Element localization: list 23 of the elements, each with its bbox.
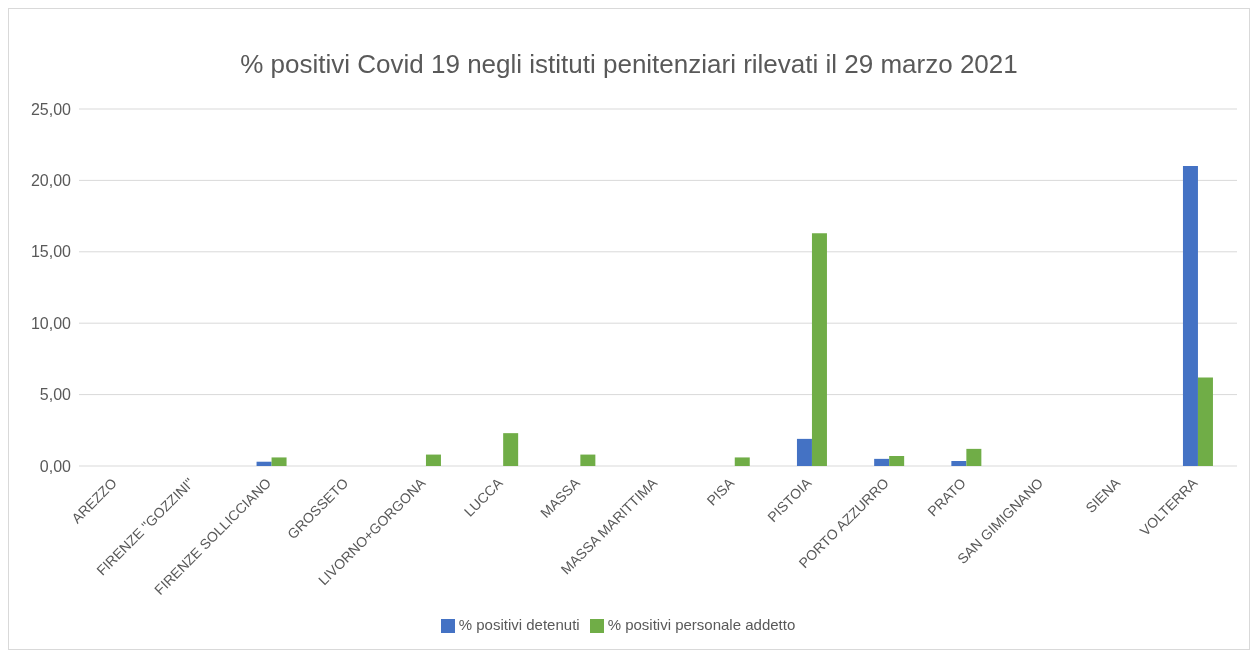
bar bbox=[811, 233, 827, 466]
bar bbox=[580, 454, 596, 466]
y-tick-label: 20,00 bbox=[30, 172, 72, 190]
legend-label: % positivi detenuti bbox=[458, 616, 580, 633]
bar bbox=[1182, 166, 1198, 466]
bar bbox=[503, 433, 519, 466]
bar bbox=[425, 454, 441, 466]
y-tick-label: 25,00 bbox=[30, 100, 72, 118]
legend-label: % positivi personale addetto bbox=[607, 616, 796, 633]
bar bbox=[1197, 377, 1213, 466]
y-tick-label: 5,00 bbox=[39, 386, 72, 404]
bar bbox=[271, 457, 287, 466]
bar bbox=[889, 456, 905, 466]
bar bbox=[874, 458, 890, 466]
chart-title: % positivi Covid 19 negli istituti penitenziari rilevati il 29 marzo 2021 bbox=[239, 48, 1019, 81]
y-tick-label: 10,00 bbox=[30, 314, 72, 332]
bar bbox=[966, 448, 982, 466]
bar bbox=[951, 461, 967, 466]
bar bbox=[796, 438, 812, 466]
y-tick-label: 15,00 bbox=[30, 243, 72, 261]
bar bbox=[256, 461, 272, 466]
y-tick-label: 0,00 bbox=[39, 457, 72, 475]
bar bbox=[734, 457, 750, 466]
